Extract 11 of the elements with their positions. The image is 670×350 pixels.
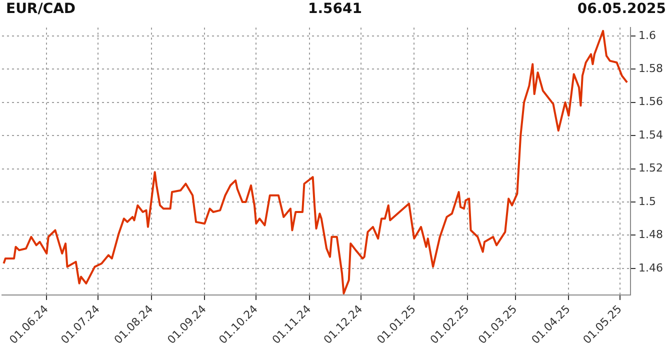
y-tick-label: 1.52 bbox=[638, 162, 664, 175]
y-tick-label: 1.46 bbox=[638, 261, 664, 274]
text: 06.05.2025 bbox=[577, 1, 666, 17]
chart-subtitle: 1.5641 bbox=[308, 1, 362, 17]
y-tick-label: 1.5 bbox=[638, 194, 656, 208]
y-tick-label: 1.48 bbox=[638, 228, 664, 242]
y-tick-label: 1.54 bbox=[638, 128, 664, 142]
y-tick-label: 1.56 bbox=[638, 95, 664, 108]
y-tick-label: 1.6 bbox=[638, 28, 656, 42]
chart-title: EUR/CAD bbox=[6, 1, 76, 17]
y-tick-label: 1.58 bbox=[638, 62, 664, 75]
